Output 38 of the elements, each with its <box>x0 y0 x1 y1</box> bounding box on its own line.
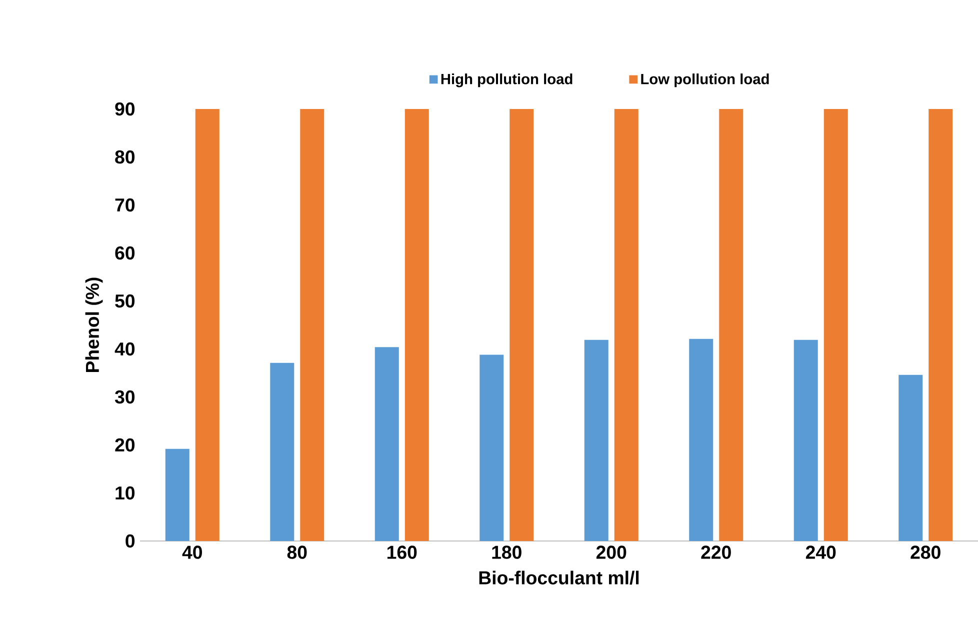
legend-label: Low pollution load <box>641 74 769 88</box>
x-tick-label: 220 <box>701 546 731 559</box>
bar <box>928 109 953 541</box>
bar <box>689 338 714 541</box>
x-tick-label: 180 <box>492 546 522 559</box>
y-axis-title: Phenol (%) <box>85 278 103 372</box>
y-tick-label: 20 <box>115 438 135 452</box>
bar <box>480 354 504 541</box>
bar <box>719 109 744 541</box>
y-tick-label: 10 <box>116 486 135 500</box>
y-tick-label: 60 <box>115 246 135 260</box>
y-tick-label: 90 <box>115 102 135 116</box>
y-tick-label: 80 <box>115 150 135 164</box>
y-tick-label: 50 <box>115 294 135 308</box>
bar <box>584 340 608 541</box>
bar <box>510 109 534 541</box>
bar <box>614 109 638 541</box>
bar <box>898 374 923 541</box>
y-tick-label: 40 <box>114 342 135 356</box>
x-tick-label: 160 <box>387 546 417 559</box>
x-tick-label: 200 <box>596 546 626 559</box>
x-tick-label: 40 <box>182 546 202 559</box>
bar <box>165 448 190 541</box>
y-tick-label: 0 <box>126 534 135 548</box>
y-tick-label: 30 <box>114 390 135 404</box>
bar <box>794 340 818 541</box>
x-tick-label: 80 <box>287 546 307 559</box>
x-tick-label: 240 <box>806 546 836 559</box>
y-tick-label: 70 <box>115 198 135 212</box>
x-axis-title: Bio-flocculant ml/l <box>479 570 639 585</box>
legend-label: High pollution load <box>441 74 572 88</box>
bar <box>404 109 429 541</box>
bar <box>270 362 294 541</box>
bar <box>195 109 220 541</box>
bar <box>300 109 324 541</box>
bar <box>824 109 848 541</box>
x-tick-label: 280 <box>910 546 940 559</box>
bar <box>374 347 399 541</box>
